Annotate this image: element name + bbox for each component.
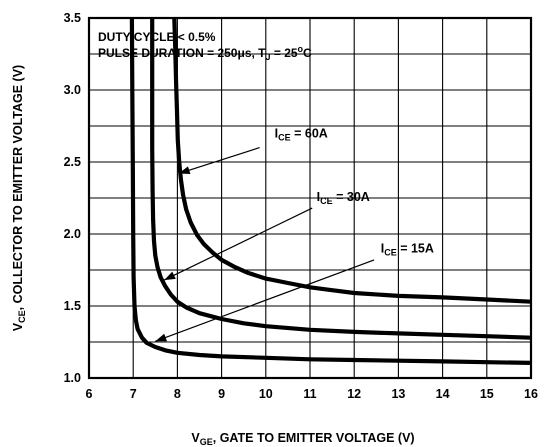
annotation-arrow-line xyxy=(155,259,375,342)
x-tick-label: 14 xyxy=(436,387,450,401)
y-tick-label: 3.0 xyxy=(64,83,81,97)
x-axis-label: VGE, GATE TO EMITTER VOLTAGE (V) xyxy=(191,431,414,447)
x-tick-label: 15 xyxy=(480,387,494,401)
y-axis-label: VCE, COLLECTOR TO EMITTER VOLTAGE (V) xyxy=(11,65,27,331)
y-tick-label: 1.5 xyxy=(64,299,81,313)
annotation-arrowhead xyxy=(178,166,191,174)
y-tick-label: 2.0 xyxy=(64,227,81,241)
x-tick-label: 11 xyxy=(303,387,316,401)
annotation-arrowhead xyxy=(164,271,176,281)
annotation-arrow-line xyxy=(163,207,313,281)
series-label-2: ICE = 30A xyxy=(317,190,370,206)
condition-line-1: DUTY CYCLE < 0.5% xyxy=(98,30,216,44)
x-tick-label: 16 xyxy=(524,387,538,401)
series-curve-2 xyxy=(150,18,532,340)
x-tick-label: 8 xyxy=(174,387,181,401)
annotation-arrow-line xyxy=(178,147,260,175)
curves xyxy=(129,17,532,365)
x-tick-label: 13 xyxy=(391,387,405,401)
condition-line-2: PULSE DURATION = 250μs, TJ = 25oC xyxy=(98,44,312,62)
y-tick-label: 2.5 xyxy=(64,155,81,169)
x-tick-label: 7 xyxy=(130,387,137,401)
x-tick-label: 6 xyxy=(86,387,93,401)
x-tick-labels: 6 7 8 9 10 11 12 13 14 15 16 xyxy=(86,387,538,401)
x-tick-label: 10 xyxy=(259,387,273,401)
y-tick-label: 3.5 xyxy=(64,11,81,25)
series-curve-1 xyxy=(172,17,532,304)
plot-frame xyxy=(87,16,533,380)
x-tick-label: 9 xyxy=(218,387,225,401)
series-label-3: ICE = 15A xyxy=(381,242,434,258)
series-label-1: ICE = 60A xyxy=(275,127,328,143)
x-tick-label: 12 xyxy=(347,387,361,401)
y-tick-labels: 1.0 1.5 2.0 2.5 3.0 3.5 xyxy=(64,11,81,385)
y-tick-label: 1.0 xyxy=(64,371,81,385)
annotation-arrowhead xyxy=(155,333,168,342)
series-curve-3 xyxy=(129,17,532,365)
annotations: ICE = 60A ICE = 30A ICE = 15A xyxy=(155,127,434,342)
